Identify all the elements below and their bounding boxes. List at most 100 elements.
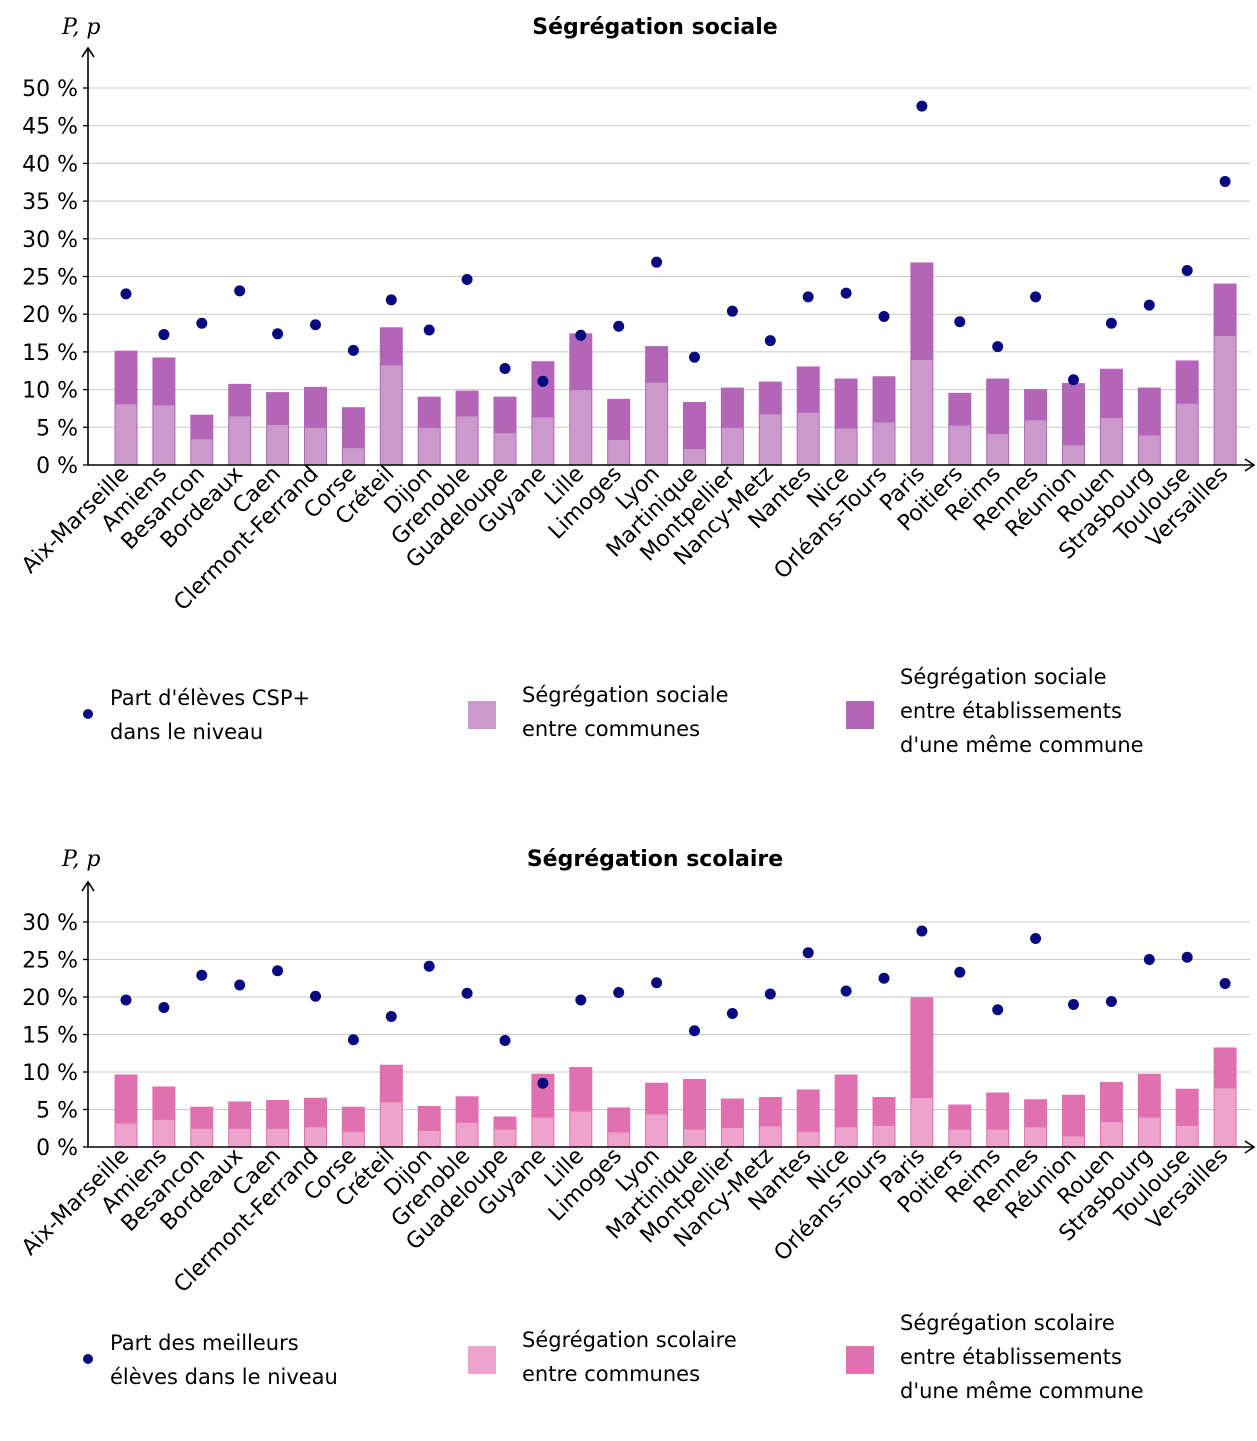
data-point [310, 990, 321, 1002]
bar-segment-between-communes [266, 1127, 290, 1148]
data-point [1030, 291, 1042, 303]
bar-segment-between-communes [796, 1130, 820, 1148]
bar-segment-between-communes [152, 1118, 176, 1148]
bar-segment-between-communes [1099, 416, 1123, 466]
bar-segment-between-communes [910, 358, 934, 466]
legend-dark-label-line: Ségrégation sociale [900, 665, 1107, 689]
legend-light-label-line: Ségrégation scolaire [522, 1328, 737, 1352]
data-point [537, 375, 549, 387]
bar-segment-within-commune [531, 1073, 555, 1118]
legend-dark-label-line: d'une même commune [900, 1379, 1144, 1403]
axes [81, 46, 1256, 472]
bar-segment-within-commune [190, 414, 214, 440]
data-point [878, 972, 890, 984]
data-point [158, 1002, 170, 1013]
bar-segment-within-commune [720, 1098, 744, 1128]
bar-segment-within-commune [948, 1104, 972, 1130]
bar-segment-between-communes [455, 415, 479, 466]
bar-segment-within-commune [379, 327, 403, 366]
bar-segment-within-commune [379, 1064, 403, 1103]
bar-segment-between-communes [190, 1127, 214, 1148]
y-tick-label: 15 % [22, 1024, 78, 1049]
legend-dot-label-line: dans le niveau [110, 720, 263, 744]
bar-segment-between-communes [152, 404, 176, 466]
bar-segment-between-communes [758, 413, 782, 466]
y-tick-label: 15 % [22, 341, 78, 366]
data-point [234, 285, 246, 297]
bar-segment-within-commune [228, 1101, 252, 1129]
legend-dot-marker [83, 709, 93, 719]
y-tick-label: 50 % [22, 77, 78, 102]
legend-dark-swatch [846, 701, 874, 729]
data-point [1143, 954, 1155, 965]
bar-segment-between-communes [683, 1128, 706, 1148]
bar-segment-within-commune [607, 1107, 631, 1133]
bar-segment-within-commune [720, 387, 744, 428]
data-point [954, 966, 966, 978]
bar-segment-within-commune [872, 1097, 896, 1126]
legend-light-swatch [468, 701, 496, 729]
data-point [1219, 978, 1231, 989]
y-tick-label: 20 % [22, 986, 78, 1011]
bar-segment-within-commune [986, 378, 1010, 434]
y-tick-label: 30 % [22, 228, 78, 253]
data-point [461, 987, 473, 999]
legend-dot-marker [83, 1354, 93, 1364]
chart-title: Ségrégation sociale [532, 15, 777, 40]
bar-segment-within-commune [417, 1106, 441, 1131]
bar-segment-within-commune [531, 361, 555, 418]
gridlines [88, 87, 1250, 428]
y-tick-labels: 0 % 5 % 10 % 15 % 20 % 25 % 30 % [22, 911, 88, 1161]
data-point [651, 977, 663, 989]
data-point [347, 1034, 359, 1046]
bar-segment-within-commune [228, 383, 252, 417]
gridlines [88, 921, 1250, 1110]
bar-segment-between-communes [720, 426, 744, 466]
bar-segment-between-communes [720, 1127, 744, 1148]
bar-segment-between-communes [834, 1126, 858, 1148]
data-point [840, 985, 852, 997]
y-tick-label: 35 % [22, 190, 78, 215]
data-point [1068, 999, 1079, 1010]
data-point [992, 1004, 1004, 1016]
data-point [385, 1011, 397, 1022]
bar-segment-within-commune [834, 378, 858, 429]
legend-dark-swatch [846, 1346, 874, 1374]
y-tick-label: 20 % [22, 303, 78, 328]
bar-segment-between-communes [531, 1116, 555, 1148]
bar-segment-within-commune [872, 376, 896, 423]
dots [120, 100, 1231, 387]
data-point [916, 100, 928, 112]
bar-segment-between-communes [1024, 1126, 1048, 1148]
bar-segment-between-communes [1024, 419, 1048, 466]
bar-segment-within-commune [834, 1074, 858, 1128]
legend-light-label-line: entre communes [522, 1362, 700, 1386]
x-tick-labels: Aix-MarseilleAmiensBesanconBordeauxCaenC… [17, 461, 1233, 616]
legend-light-label: Ségrégation scolaire entre communes [522, 1328, 743, 1386]
data-point [499, 1035, 511, 1046]
bar-segment-between-communes [304, 426, 327, 466]
bar-segment-between-communes [796, 411, 820, 466]
bar-segment-within-commune [493, 396, 517, 434]
x-axis-arrow [1244, 458, 1256, 472]
bar-segment-between-communes [1099, 1121, 1123, 1148]
y-tick-label: 30 % [22, 911, 78, 936]
legend-dark-label: Ségrégation sociale entre établissements… [900, 665, 1144, 757]
bar-segment-between-communes [683, 447, 706, 466]
chart-title: Ségrégation scolaire [527, 847, 783, 872]
bar-segment-between-communes [569, 389, 593, 466]
data-point [385, 294, 397, 306]
legend-dark-label-line: entre établissements [900, 1345, 1122, 1369]
y-tick-label: 10 % [22, 379, 78, 404]
bar-segment-within-commune [266, 1100, 290, 1129]
bar-segment-within-commune [569, 333, 593, 391]
y-tick-label: 10 % [22, 1061, 78, 1086]
bar-segment-within-commune [1175, 360, 1199, 404]
data-point [764, 988, 776, 1000]
legend-light-label-line: entre communes [522, 717, 700, 741]
bar-segment-within-commune [1062, 1094, 1085, 1137]
bar-segment-between-communes [645, 1113, 669, 1148]
social-segregation-chart: Ségrégation sociale P, p 0 % 5 % 10 % 15 % 2… [17, 15, 1256, 757]
data-point [499, 362, 511, 374]
bar-segment-between-communes [341, 447, 365, 466]
